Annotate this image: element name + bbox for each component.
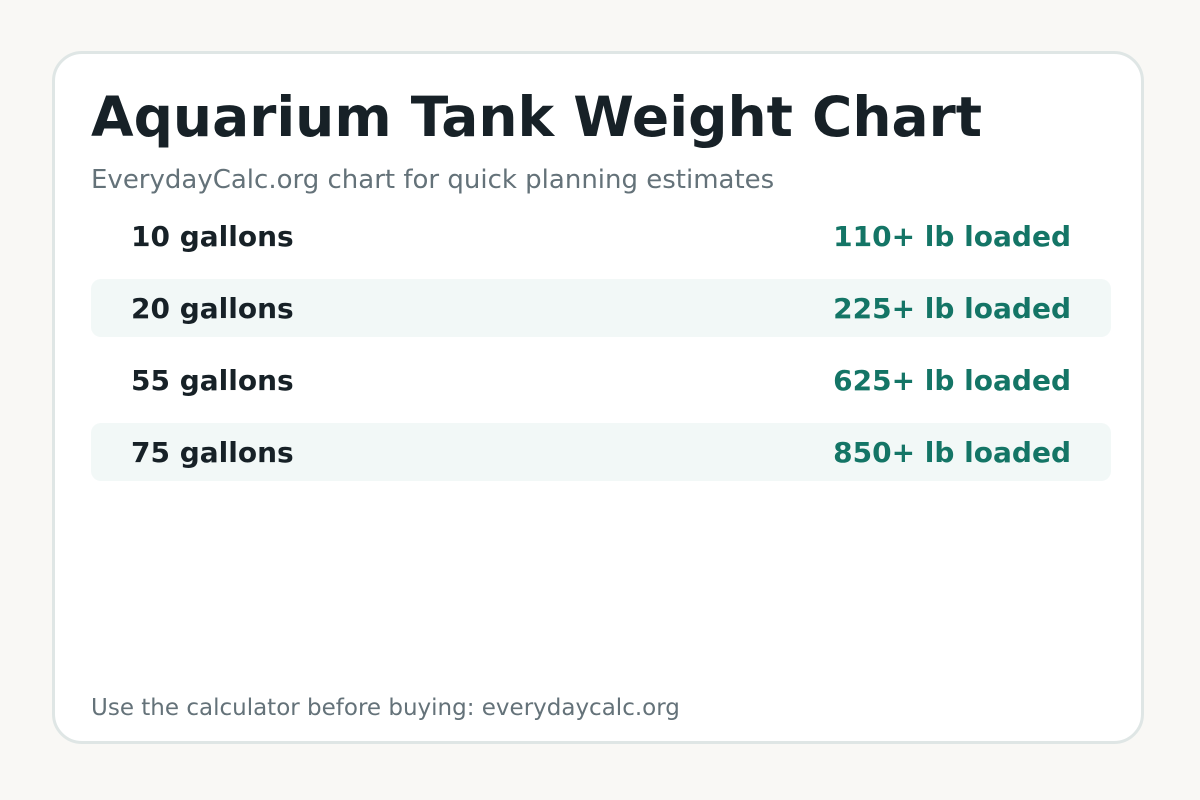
weight-row-55-gallons: 55 gallons 625+ lb loaded bbox=[91, 351, 1111, 409]
page-subtitle: EverydayCalc.org chart for quick plannin… bbox=[91, 165, 775, 195]
loaded-weight-value: 225+ lb loaded bbox=[833, 291, 1071, 325]
weight-row-75-gallons: 75 gallons 850+ lb loaded bbox=[91, 423, 1111, 481]
tank-size-label: 55 gallons bbox=[131, 363, 294, 397]
weight-list: 10 gallons 110+ lb loaded 20 gallons 225… bbox=[91, 207, 1111, 495]
tank-size-label: 20 gallons bbox=[131, 291, 294, 325]
weight-row-20-gallons: 20 gallons 225+ lb loaded bbox=[91, 279, 1111, 337]
weight-chart-card: Aquarium Tank Weight Chart EverydayCalc.… bbox=[52, 51, 1144, 744]
loaded-weight-value: 850+ lb loaded bbox=[833, 435, 1071, 469]
loaded-weight-value: 110+ lb loaded bbox=[833, 219, 1071, 253]
footer-note: Use the calculator before buying: everyd… bbox=[91, 695, 680, 721]
weight-row-10-gallons: 10 gallons 110+ lb loaded bbox=[91, 207, 1111, 265]
tank-size-label: 10 gallons bbox=[131, 219, 294, 253]
page-title: Aquarium Tank Weight Chart bbox=[91, 85, 983, 149]
loaded-weight-value: 625+ lb loaded bbox=[833, 363, 1071, 397]
tank-size-label: 75 gallons bbox=[131, 435, 294, 469]
